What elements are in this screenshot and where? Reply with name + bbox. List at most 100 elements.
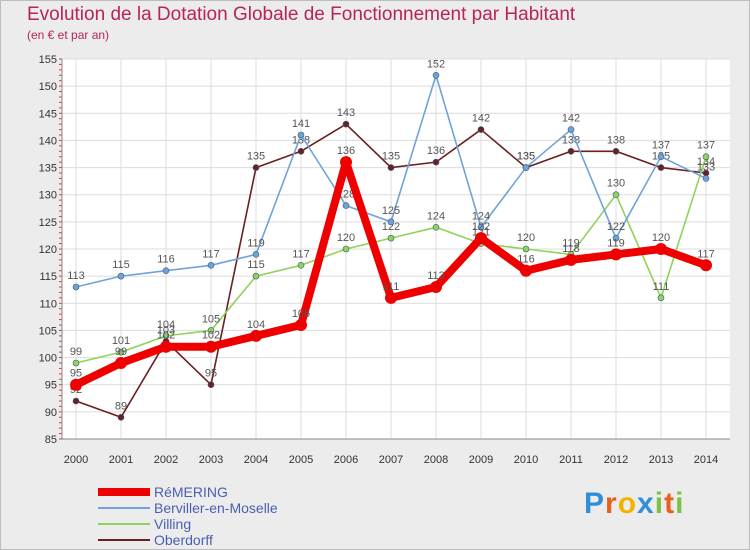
legend-swatch	[98, 539, 150, 541]
data-point	[387, 234, 395, 242]
data-label: 135	[382, 151, 400, 163]
data-point	[702, 153, 710, 161]
data-label: 135	[517, 151, 535, 163]
data-point	[432, 71, 440, 79]
data-label: 95	[205, 368, 217, 380]
data-point	[340, 156, 352, 169]
legend-item: Berviller-en-Moselle	[98, 500, 358, 516]
data-point	[72, 283, 80, 291]
legend-label: Oberdorff	[154, 532, 213, 548]
data-label: 113	[427, 270, 445, 282]
data-label: 120	[652, 232, 670, 244]
y-tick-label: 100	[39, 353, 57, 365]
legend-label: Villing	[154, 516, 192, 532]
data-label: 138	[562, 134, 580, 146]
data-label: 101	[112, 335, 130, 347]
x-tick-label: 2000	[64, 454, 88, 466]
logo-letter: i	[675, 487, 685, 520]
data-label: 119	[607, 237, 625, 249]
data-point	[657, 153, 665, 161]
data-label: 125	[382, 205, 400, 217]
y-tick-label: 115	[39, 271, 57, 283]
logo-letter: o	[617, 487, 638, 520]
x-tick-label: 2007	[379, 454, 403, 466]
data-point	[250, 329, 262, 342]
data-point	[567, 147, 575, 155]
logo-letter: i	[654, 487, 665, 520]
data-label: 135	[517, 151, 535, 163]
data-label: 122	[607, 221, 625, 233]
chart-subtitle: (en € et par an)	[27, 28, 110, 42]
line-chart: 85 90 95 100 105 110 115 120 125 130 135 140 145 150 1…	[39, 54, 730, 466]
data-point	[205, 340, 217, 353]
x-tick-label: 2010	[514, 454, 538, 466]
data-point	[657, 294, 665, 302]
data-label: 115	[247, 259, 265, 271]
y-tick-label: 140	[39, 135, 57, 147]
x-tick-label: 2009	[469, 454, 493, 466]
legend-swatch	[98, 488, 150, 496]
data-point	[117, 348, 125, 356]
data-label: 134	[697, 156, 715, 168]
data-label: 120	[337, 232, 355, 244]
data-label: 124	[472, 210, 490, 222]
data-point	[432, 158, 440, 166]
data-label: 113	[67, 270, 85, 282]
data-point	[612, 234, 620, 242]
data-point	[342, 120, 350, 128]
chart-title: Evolution de la Dotation Globale de Fonc…	[27, 4, 576, 25]
data-label: 142	[562, 113, 580, 125]
logo-letter: P	[584, 487, 606, 520]
data-label: 118	[562, 243, 580, 255]
data-label: 103	[157, 324, 175, 336]
legend: RéMERING Berviller-en-Moselle Villing Oberd…	[98, 484, 358, 548]
data-point	[207, 327, 215, 334]
data-point	[162, 332, 170, 340]
legend-swatch	[98, 523, 150, 525]
data-label: 106	[292, 308, 310, 320]
data-point	[610, 248, 622, 261]
y-tick-label: 105	[39, 325, 57, 337]
legend-label: RéMERING	[154, 484, 228, 500]
data-point	[475, 232, 487, 245]
proxiti-logo: Proxiti	[584, 487, 684, 521]
y-tick-label: 125	[39, 217, 57, 229]
legend-item: Oberdorff	[98, 532, 358, 548]
x-tick-label: 2002	[154, 454, 178, 466]
data-point	[567, 126, 575, 133]
data-point	[117, 413, 125, 421]
y-tick-label: 120	[39, 244, 57, 256]
data-label: 104	[247, 319, 265, 331]
data-point	[477, 223, 485, 231]
logo-letter: t	[664, 487, 676, 520]
data-label: 137	[697, 140, 715, 152]
data-label: 122	[382, 221, 400, 233]
data-label: 120	[517, 232, 535, 244]
data-label: 117	[292, 248, 310, 260]
data-label: 136	[337, 145, 355, 157]
logo-letter: r	[605, 487, 618, 520]
data-label: 117	[697, 248, 715, 260]
y-tick-label: 150	[39, 81, 57, 93]
y-tick-label: 90	[45, 407, 57, 419]
data-point	[117, 272, 125, 280]
data-point	[70, 378, 82, 391]
y-tick-label: 85	[45, 434, 57, 446]
data-label: 115	[112, 259, 130, 271]
data-point	[430, 281, 442, 293]
data-label: 102	[202, 330, 220, 342]
y-tick-label: 145	[39, 108, 57, 120]
x-tick-label: 2001	[109, 454, 133, 466]
data-point	[72, 397, 80, 405]
data-label: 124	[427, 210, 445, 222]
data-label: 122	[472, 221, 490, 233]
data-point	[700, 259, 712, 272]
data-point	[387, 164, 395, 171]
data-label: 152	[427, 58, 445, 70]
data-label: 99	[115, 346, 127, 358]
data-point	[387, 218, 395, 226]
data-label: 143	[337, 107, 355, 119]
data-point	[657, 164, 665, 171]
data-label: 89	[115, 400, 127, 412]
y-tick-label: 155	[39, 54, 57, 66]
